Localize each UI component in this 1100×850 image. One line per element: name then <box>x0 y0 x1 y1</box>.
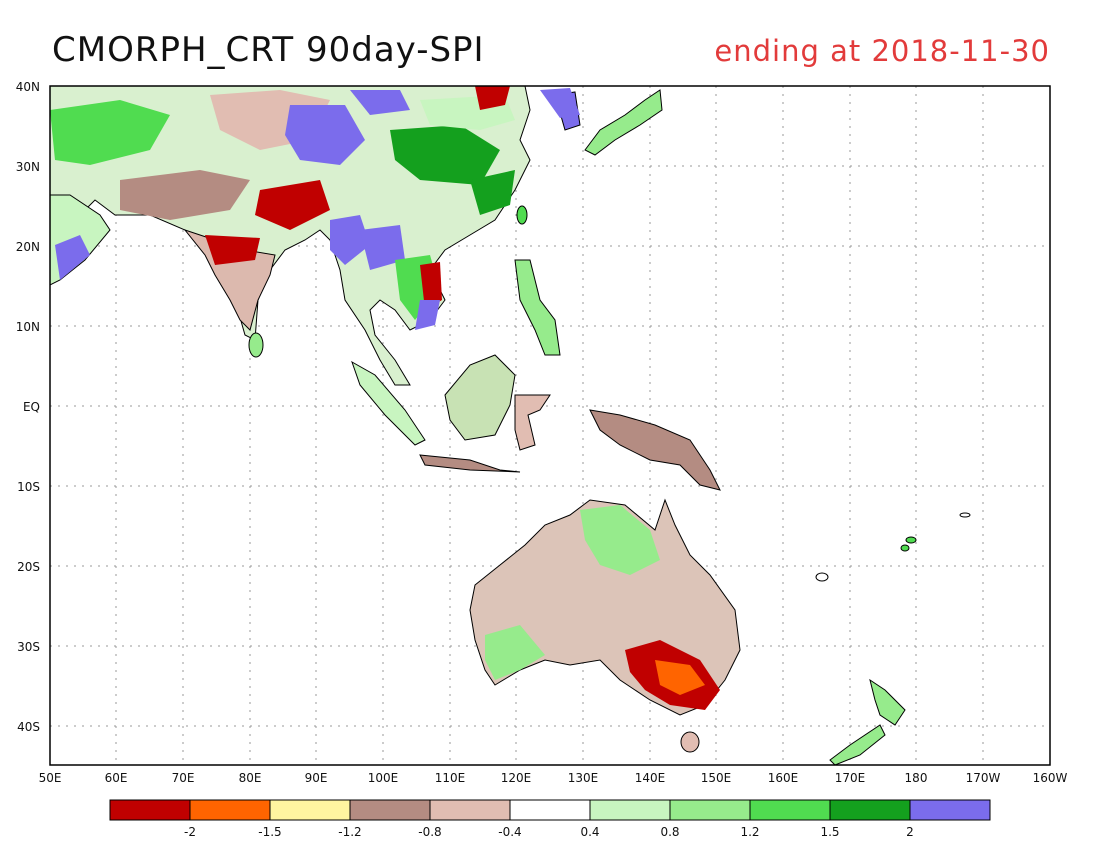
legend-label: -2 <box>184 825 196 839</box>
new-zealand-north <box>869 678 906 726</box>
lat-label: 30N <box>16 160 40 174</box>
lon-label: 100E <box>368 771 399 785</box>
lat-tick-labels: 40N 30N 20N 10N EQ 10S 20S 30S 40S <box>16 80 40 734</box>
borneo <box>444 354 516 441</box>
legend-swatch <box>749 799 831 821</box>
asia-spi-patches <box>50 86 580 330</box>
java <box>419 454 521 473</box>
legend-swatch <box>429 799 511 821</box>
legend-label: 1.2 <box>740 825 759 839</box>
lon-label: 110E <box>435 771 466 785</box>
lat-label: 20S <box>17 560 40 574</box>
lon-label: 150E <box>701 771 732 785</box>
philippines <box>514 259 561 356</box>
lon-label: 170W <box>966 771 1001 785</box>
legend-swatch <box>269 799 351 821</box>
new-guinea <box>589 409 721 491</box>
legend-label: 1.5 <box>820 825 839 839</box>
lon-label: 60E <box>105 771 128 785</box>
legend-label: 0.4 <box>580 825 599 839</box>
lon-label: 50E <box>39 771 62 785</box>
lat-label: 40S <box>17 720 40 734</box>
map-title: CMORPH_CRT 90day-SPI <box>52 30 485 70</box>
sumatra <box>351 360 426 446</box>
legend-swatch <box>669 799 751 821</box>
legend-label: -1.5 <box>258 825 281 839</box>
legend-label: -0.8 <box>418 825 441 839</box>
legend-swatch <box>589 799 671 821</box>
lon-label: 170E <box>835 771 866 785</box>
lon-label: 80E <box>239 771 262 785</box>
lat-label: EQ <box>23 400 40 414</box>
legend-swatch <box>509 799 591 821</box>
map-subtitle: ending at 2018-11-30 <box>714 34 1050 68</box>
lon-label: 120E <box>501 771 532 785</box>
legend-label: -1.2 <box>338 825 361 839</box>
lat-label: 30S <box>17 640 40 654</box>
legend-labels: -2 -1.5 -1.2 -0.8 -0.4 0.4 0.8 1.2 1.5 2 <box>184 825 914 839</box>
legend-swatch <box>829 799 911 821</box>
lon-label: 70E <box>172 771 195 785</box>
legend-label: 2 <box>906 825 914 839</box>
legend-swatch <box>909 799 991 821</box>
lat-label: 20N <box>16 240 40 254</box>
lat-label: 10N <box>16 320 40 334</box>
legend-swatch <box>349 799 431 821</box>
lat-label: 10S <box>17 480 40 494</box>
legend-label: 0.8 <box>660 825 679 839</box>
lon-label: 160E <box>768 771 799 785</box>
japan-island <box>584 89 663 156</box>
lon-label: 90E <box>305 771 328 785</box>
legend-label: -0.4 <box>498 825 521 839</box>
lon-label: 160W <box>1033 771 1068 785</box>
legend-swatch <box>109 799 191 821</box>
color-legend <box>109 799 991 821</box>
lon-label: 180 <box>905 771 928 785</box>
lon-tick-labels: 50E 60E 70E 80E 90E 100E 110E 120E 130E … <box>39 771 1068 785</box>
lat-label: 40N <box>16 80 40 94</box>
lon-label: 130E <box>568 771 599 785</box>
map-border <box>49 85 1051 766</box>
legend-swatch <box>189 799 271 821</box>
lon-label: 140E <box>635 771 666 785</box>
